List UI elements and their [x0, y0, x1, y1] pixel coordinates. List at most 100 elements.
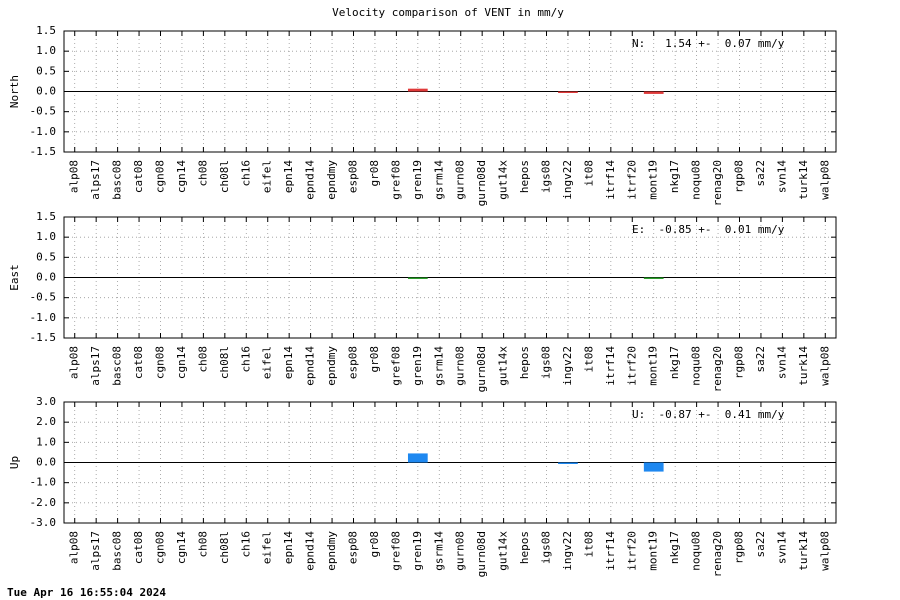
- x-tick-label: ch08: [196, 160, 209, 187]
- x-tick-label: gref08: [389, 531, 402, 571]
- x-tick-label: alps17: [89, 346, 102, 386]
- x-tick-label: eifel: [261, 346, 274, 379]
- x-tick-label: alp08: [68, 346, 81, 379]
- x-tick-label: gurn08: [454, 531, 467, 571]
- x-tick-label: cgn14: [175, 346, 188, 379]
- x-tick-label: alp08: [68, 531, 81, 564]
- x-tick-label: igs08: [540, 160, 553, 193]
- y-tick-label: 0.5: [36, 64, 56, 77]
- x-tick-label: alps17: [89, 160, 102, 200]
- plot-frame: [63, 401, 837, 524]
- x-tick-label: nkg17: [668, 346, 681, 379]
- x-tick-label: ingv22: [561, 346, 574, 386]
- figure-title: Velocity comparison of VENT in mm/y: [332, 6, 564, 19]
- x-tick-label: esp08: [347, 531, 360, 564]
- x-tick-label: gren19: [411, 160, 424, 200]
- x-tick-label: gut14x: [497, 160, 510, 200]
- x-tick-label: it08: [582, 531, 595, 558]
- x-tick-label: hepos: [518, 346, 531, 379]
- x-tick-label: cgn08: [154, 346, 167, 379]
- x-tick-label: gurn08: [454, 160, 467, 200]
- x-tick-label: noqu08: [690, 346, 703, 386]
- x-tick-label: cgn08: [154, 160, 167, 193]
- y-axis-label: North: [8, 75, 21, 108]
- x-tick-label: eifel: [261, 160, 274, 193]
- x-tick-label: cat08: [132, 160, 145, 193]
- x-tick-label: alp08: [68, 160, 81, 193]
- x-tick-label: epn14: [282, 346, 295, 379]
- x-tick-label: ch08l: [218, 531, 231, 564]
- x-tick-label: gref08: [389, 346, 402, 386]
- x-tick-label: ch16: [239, 346, 252, 373]
- x-tick-label: gref08: [389, 160, 402, 200]
- x-tick-label: cgn08: [154, 531, 167, 564]
- x-tick-label: mont19: [647, 531, 660, 571]
- x-tick-label: epndmy: [325, 160, 338, 200]
- y-tick-label: -2.0: [30, 496, 57, 509]
- x-tick-label: ch08: [196, 346, 209, 373]
- x-tick-label: cat08: [132, 531, 145, 564]
- x-tick-label: gr08: [368, 160, 381, 187]
- x-tick-label: igs08: [540, 346, 553, 379]
- x-tick-label: hepos: [518, 531, 531, 564]
- bar: [558, 462, 578, 464]
- bar: [643, 462, 664, 472]
- x-tick-label: svn14: [775, 531, 788, 564]
- x-tick-label: basc08: [111, 160, 124, 200]
- x-tick-label: ingv22: [561, 160, 574, 200]
- x-tick-label: epndmy: [325, 346, 338, 386]
- y-tick-label: 0.5: [36, 250, 56, 263]
- x-tick-label: ch08l: [218, 160, 231, 193]
- y-tick-label: -0.5: [30, 105, 57, 118]
- y-tick-label: 0.0: [36, 456, 56, 469]
- x-tick-label: epn14: [282, 531, 295, 564]
- x-tick-label: walp08: [818, 346, 831, 386]
- x-tick-label: it08: [582, 160, 595, 187]
- x-tick-label: itrf14: [604, 531, 617, 571]
- x-tick-label: walp08: [818, 531, 831, 571]
- x-tick-label: rgp08: [733, 346, 746, 379]
- x-tick-label: turk14: [797, 346, 810, 386]
- bar: [558, 91, 578, 93]
- x-tick-label: basc08: [111, 346, 124, 386]
- x-tick-label: cgn14: [175, 160, 188, 193]
- x-tick-label: esp08: [347, 346, 360, 379]
- y-tick-label: -1.0: [30, 125, 57, 138]
- x-tick-label: noqu08: [690, 160, 703, 200]
- x-tick-label: gut14x: [497, 346, 510, 386]
- x-tick-label: gsrm14: [432, 346, 445, 386]
- annotation: U: -0.87 +- 0.41 mm/y: [632, 408, 785, 421]
- y-tick-label: -1.0: [30, 476, 57, 489]
- x-tick-label: cgn14: [175, 531, 188, 564]
- y-tick-label: -3.0: [30, 516, 57, 529]
- x-tick-label: itrf14: [604, 346, 617, 386]
- x-tick-label: svn14: [775, 160, 788, 193]
- x-tick-label: turk14: [797, 160, 810, 200]
- timestamp: Tue Apr 16 16:55:04 2024: [7, 586, 166, 599]
- x-tick-label: turk14: [797, 531, 810, 571]
- x-tick-label: nkg17: [668, 160, 681, 193]
- x-tick-label: eifel: [261, 531, 274, 564]
- x-tick-label: gut14x: [497, 531, 510, 571]
- x-tick-label: gren19: [411, 531, 424, 571]
- x-tick-label: gurn08: [454, 346, 467, 386]
- x-tick-label: cat08: [132, 346, 145, 379]
- x-tick-label: nkg17: [668, 531, 681, 564]
- x-tick-label: epnd14: [304, 531, 317, 571]
- x-tick-label: epnd14: [304, 346, 317, 386]
- x-tick-label: itrf20: [625, 346, 638, 386]
- y-tick-label: 0.0: [36, 85, 56, 98]
- y-axis-label: East: [8, 264, 21, 291]
- x-tick-label: mont19: [647, 160, 660, 200]
- x-tick-label: gsrm14: [432, 531, 445, 571]
- x-tick-label: renag20: [711, 160, 724, 206]
- x-tick-label: mont19: [647, 346, 660, 386]
- y-axis-label: Up: [8, 456, 21, 469]
- y-tick-label: 1.0: [36, 44, 56, 57]
- x-tick-label: sa22: [754, 531, 767, 558]
- x-tick-label: sa22: [754, 346, 767, 373]
- x-tick-label: itrf20: [625, 160, 638, 200]
- bar: [407, 277, 428, 279]
- x-tick-label: gurn08d: [475, 160, 488, 206]
- x-tick-label: itrf20: [625, 531, 638, 571]
